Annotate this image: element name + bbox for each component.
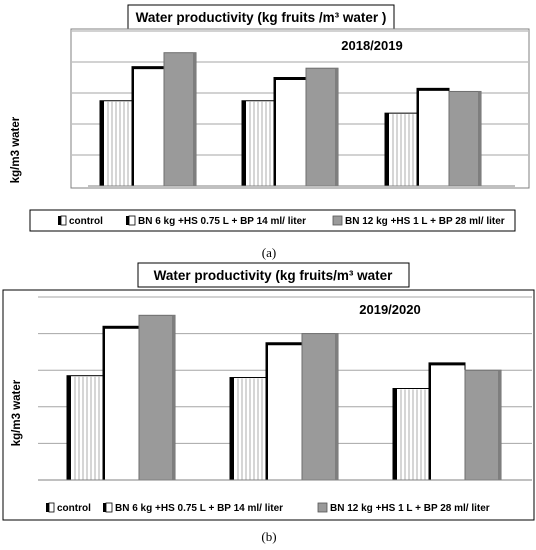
bar-control <box>229 377 267 481</box>
chart-a-legend-bn6: BN 6 kg +HS 0.75 L + BP 14 ml/ liter <box>126 215 306 227</box>
chart-a-y-axis-label: kg/m3 water <box>10 116 22 183</box>
chart-b-legend-bn12: BN 12 kg +HS 1 L + BP 28 ml/ liter <box>317 502 490 514</box>
chart-b-season-label: 2019/2020 <box>359 302 420 317</box>
chart-b-y-axis-label: kg/m3 water <box>11 379 23 446</box>
chart-a-title: Water productivity (kg fruits /m³ water … <box>136 10 387 25</box>
bar-bn6 <box>265 342 303 481</box>
legend-label-bn6: BN 6 kg +HS 0.75 L + BP 14 ml/ liter <box>115 503 283 514</box>
legend-swatch-bn6-shadow <box>103 503 107 512</box>
bar-bn12 <box>301 333 339 481</box>
legend-swatch-control-shadow <box>46 503 50 512</box>
legend-swatch-bn6 <box>128 215 136 226</box>
chart-a-title-box <box>127 4 395 30</box>
chart-b-caption: (b) <box>261 529 276 544</box>
bar-bn6 <box>428 362 466 481</box>
chart-b-legend: control BN 6 kg +HS 0.75 L + BP 14 ml/ l… <box>46 502 490 514</box>
bar-bn12 <box>305 67 339 187</box>
bar-control <box>392 388 430 481</box>
chart-a: Water productivity (kg fruits /m³ water … <box>10 4 530 260</box>
chart-a-legend-control: control <box>58 215 103 227</box>
legend-label-control: control <box>69 216 103 227</box>
chart-a-legend-box <box>29 209 516 232</box>
chart-a-caption: (a) <box>262 245 276 260</box>
chart-b: Water productivity (kg fruits/m³ water k… <box>2 262 535 544</box>
bar-control <box>384 112 418 187</box>
bar-bn6 <box>273 77 307 187</box>
legend-swatch-bn12 <box>317 502 328 513</box>
chart-b-title-box <box>137 262 410 288</box>
legend-swatch-control <box>60 215 67 226</box>
bar-bn6 <box>102 325 140 481</box>
legend-swatch-control-shadow <box>58 216 62 225</box>
bar-control <box>99 100 133 187</box>
chart-a-bars <box>99 52 482 187</box>
legend-label-bn12: BN 12 kg +HS 1 L + BP 28 ml/ liter <box>345 216 505 227</box>
bar-bn12 <box>163 52 197 187</box>
legend-swatch-bn12 <box>332 215 343 226</box>
bar-bn6 <box>416 87 450 187</box>
legend-label-bn12: BN 12 kg +HS 1 L + BP 28 ml/ liter <box>330 503 490 514</box>
chart-b-legend-control: control <box>46 502 91 514</box>
legend-label-control: control <box>57 503 91 514</box>
legend-label-bn6: BN 6 kg +HS 0.75 L + BP 14 ml/ liter <box>138 216 306 227</box>
chart-a-legend: control BN 6 kg +HS 0.75 L + BP 14 ml/ l… <box>58 215 505 227</box>
chart-a-legend-bn12: BN 12 kg +HS 1 L + BP 28 ml/ liter <box>332 215 505 227</box>
legend-swatch-control <box>48 502 55 513</box>
chart-b-bars <box>66 314 502 481</box>
bar-bn12 <box>464 369 502 481</box>
bar-control <box>66 375 104 481</box>
legend-swatch-bn6-shadow <box>126 216 130 225</box>
chart-b-title: Water productivity (kg fruits/m³ water <box>154 268 394 283</box>
bar-bn12 <box>448 90 482 187</box>
bar-bn12 <box>138 314 176 481</box>
legend-swatch-bn6 <box>105 502 113 513</box>
bar-control <box>241 100 275 187</box>
chart-b-legend-bn6: BN 6 kg +HS 0.75 L + BP 14 ml/ liter <box>103 502 283 514</box>
bar-bn6 <box>131 66 165 187</box>
chart-a-season-label: 2018/2019 <box>341 38 402 53</box>
